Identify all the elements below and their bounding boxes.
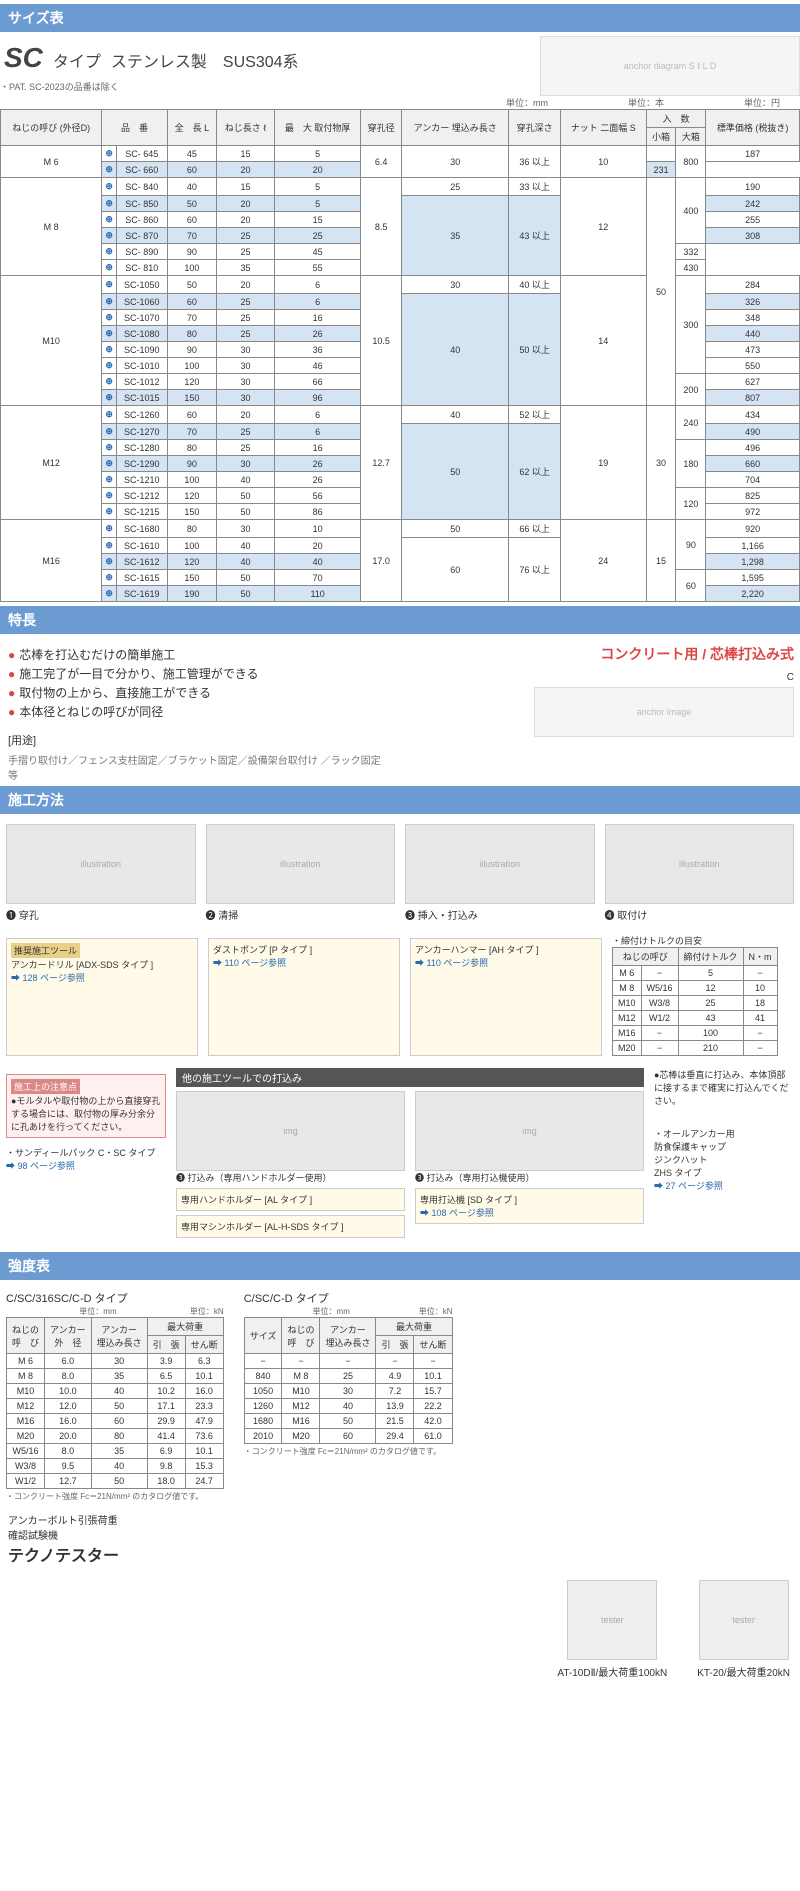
th-small: 小箱 <box>646 128 676 146</box>
strength2-note: ・コンクリート強度 Fc＝21N/mm² のカタログ値です。 <box>244 1446 453 1457</box>
th-depth: 穿孔深さ <box>509 110 560 146</box>
th-threadlen: ねじ長さ ℓ <box>217 110 275 146</box>
unit-hon: 単位：本 <box>628 96 664 109</box>
tester-heading: アンカーボルト引張荷重 確認試験機 <box>8 1512 792 1542</box>
feature-item: 本体径とねじの呼びが同径 <box>8 703 386 720</box>
driver-ref: ➡ 108 ページ参照 <box>420 1206 639 1219</box>
concrete-type: コンクリート用 / 芯棒打込み式 <box>400 644 794 664</box>
step3a-label: ❸ 打込み（専用ハンドホルダー使用） <box>176 1171 405 1184</box>
feature-item: 芯棒を打込むだけの簡単施工 <box>8 646 386 663</box>
torque-table: ねじの呼び締付けトルクN・mM 6−5−M 8W5/161210M10W3/82… <box>612 947 778 1056</box>
caution-box: 施工上の注意点 ●モルタルや取付物の上から直接穿孔する場合には、取付物の厚み分余… <box>6 1074 166 1138</box>
units-row: 単位：mm 単位：本 単位：円 <box>0 96 800 109</box>
tester-name: テクノテスター <box>8 1542 792 1566</box>
sunny-ref: ➡ 98 ページ参照 <box>6 1159 166 1172</box>
section-size: サイズ表 <box>0 4 800 32</box>
product-image: anchor image <box>534 687 794 737</box>
tool-hammer-name: アンカーハンマー [AH タイプ ] <box>415 943 597 956</box>
th-nut: ナット 二面幅 S <box>560 110 646 146</box>
torque-wrap: ・締付けトルクの目安 ねじの呼び締付けトルクN・mM 6−5−M 8W5/161… <box>612 934 794 1056</box>
step: illustration❹ 取付け <box>605 824 795 922</box>
s2-unit-mm: 単位：mm <box>313 1306 350 1317</box>
step: illustration❸ 挿入・打込み <box>405 824 595 922</box>
feature-item: 施工完了が一目で分かり、施工管理ができる <box>8 665 386 682</box>
s1-unit-mm: 単位：mm <box>79 1306 116 1317</box>
feature-item: 取付物の上から、直接施工ができる <box>8 684 386 701</box>
feature-list: 芯棒を打込むだけの簡単施工施工完了が一目で分かり、施工管理ができる取付物の上から… <box>0 638 394 728</box>
patent-note: ・PAT. SC-2023の品番は除く <box>0 80 303 93</box>
th-part: 品 番 <box>102 110 167 146</box>
section-features: 特長 <box>0 606 800 634</box>
c-label: C <box>787 672 794 683</box>
usage-heading: [用途] <box>0 728 394 752</box>
zhs-cap: ・オールアンカー用 防食保護キャップ ジンクハット ZHS タイプ ➡ 27 ペ… <box>654 1127 794 1192</box>
tool-hammer-ref: ➡ 110 ページ参照 <box>415 956 597 969</box>
caution-text: ●モルタルや取付物の上から直接穿孔する場合には、取付物の厚み分余分に孔あけを行っ… <box>11 1094 161 1133</box>
driver-img: img <box>415 1091 644 1171</box>
driver-name: 専用打込機 [SD タイプ ] <box>420 1193 639 1206</box>
sunny-label: ・サンディールパック C・SC タイプ <box>6 1146 166 1159</box>
strength-table-2: C/SC/C-D タイプ 単位：mm単位：kN サイズねじの 呼 びアンカー 埋… <box>244 1290 453 1502</box>
type-suffix: タイプ <box>53 48 101 72</box>
title-row: SC タイプ ステンレス製 SUS304系 <box>0 36 303 80</box>
tester-b-label: KT-20/最大荷重20kN <box>697 1664 790 1679</box>
tool-drill: 推奨施工ツール アンカードリル [ADX-SDS タイプ ] ➡ 128 ページ… <box>6 938 198 1056</box>
spec-table: ねじの呼び (外径D) 品 番 全 長 L ねじ長さ ℓ 最 大 取付物厚 穿孔… <box>0 109 800 602</box>
tester-a: tester AT-10DⅡ/最大荷重100kN <box>557 1580 667 1679</box>
th-length: 全 長 L <box>167 110 217 146</box>
torque-title: ・締付けトルクの目安 <box>612 934 794 947</box>
strength1-note: ・コンクリート強度 Fc＝21N/mm² のカタログ値です。 <box>6 1491 224 1502</box>
s1-unit-kn: 単位：kN <box>190 1306 224 1317</box>
tester-b-img: tester <box>699 1580 789 1660</box>
tool-pump: ダストポンプ [P タイプ ] ➡ 110 ページ参照 <box>208 938 400 1056</box>
zhs-ref: ➡ 27 ページ参照 <box>654 1179 794 1192</box>
th-qty: 入 数 <box>646 110 706 128</box>
s2-unit-kn: 単位：kN <box>419 1306 453 1317</box>
step: illustration❶ 穿孔 <box>6 824 196 922</box>
other-tools-title: 他の施工ツールでの打込み <box>176 1068 644 1087</box>
section-strength: 強度表 <box>0 1252 800 1280</box>
th-maxthick: 最 大 取付物厚 <box>274 110 360 146</box>
type-material: ステンレス製 SUS304系 <box>111 48 299 72</box>
strength2-title: C/SC/C-D タイプ <box>244 1290 453 1306</box>
anchor-diagram: anchor diagram S ℓ L D <box>540 36 800 96</box>
torque-note: ●芯棒は垂直に打込み、本体頂部に接するまで確実に打込んでください。 <box>654 1068 794 1107</box>
th-price: 標準価格 (税抜き) <box>706 110 800 146</box>
strength1-title: C/SC/316SC/C-D タイプ <box>6 1290 224 1306</box>
th-thread: ねじの呼び (外径D) <box>1 110 102 146</box>
strength-table-1: C/SC/316SC/C-D タイプ 単位：mm単位：kN ねじの 呼 びアンカ… <box>6 1290 224 1502</box>
tool-pump-ref: ➡ 110 ページ参照 <box>213 956 395 969</box>
section-method: 施工方法 <box>0 786 800 814</box>
hand-holder-img: img <box>176 1091 405 1171</box>
th-embed: アンカー 埋込み長さ <box>401 110 509 146</box>
tool-drill-name: アンカードリル [ADX-SDS タイプ ] <box>11 958 193 971</box>
unit-yen: 単位：円 <box>744 96 780 109</box>
unit-mm: 単位：mm <box>506 96 548 109</box>
hand-holder: 専用ハンドホルダー [AL タイプ ] <box>176 1188 405 1211</box>
zhs-label: ・オールアンカー用 防食保護キャップ ジンクハット ZHS タイプ <box>654 1127 794 1179</box>
sunny-pack: ・サンディールパック C・SC タイプ ➡ 98 ページ参照 <box>6 1146 166 1172</box>
tester-b: tester KT-20/最大荷重20kN <box>697 1580 790 1679</box>
type-label: SC <box>4 42 43 74</box>
driver-tool: 専用打込機 [SD タイプ ] ➡ 108 ページ参照 <box>415 1188 644 1224</box>
tester-a-label: AT-10DⅡ/最大荷重100kN <box>557 1664 667 1679</box>
tool-hammer: アンカーハンマー [AH タイプ ] ➡ 110 ページ参照 <box>410 938 602 1056</box>
th-drill: 穿孔径 <box>361 110 402 146</box>
rec-tool-label: 推奨施工ツール <box>11 943 80 958</box>
machine-holder: 専用マシンホルダー [AL-H-SDS タイプ ] <box>176 1215 405 1238</box>
usage-text: 手摺り取付け／フェンス支柱固定／ブラケット固定／設備架台取付け ／ラック固定等 <box>0 752 394 782</box>
th-large: 大箱 <box>676 128 706 146</box>
step3b-label: ❸ 打込み（専用打込機使用） <box>415 1171 644 1184</box>
tester-a-img: tester <box>567 1580 657 1660</box>
step: illustration❷ 清掃 <box>206 824 396 922</box>
tool-drill-ref: ➡ 128 ページ参照 <box>11 971 193 984</box>
tool-pump-name: ダストポンプ [P タイプ ] <box>213 943 395 956</box>
caution-title: 施工上の注意点 <box>11 1079 80 1094</box>
